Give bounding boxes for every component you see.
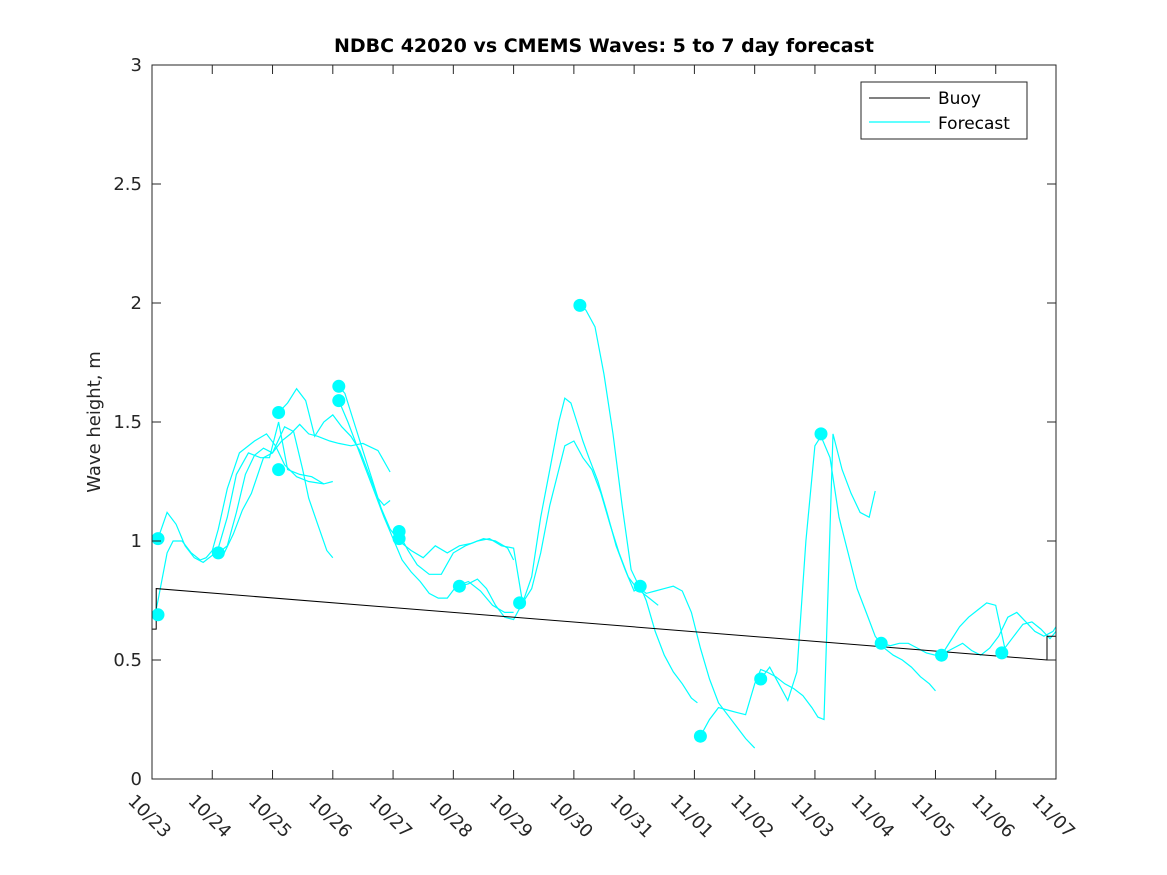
- marker-layer: [151, 298, 1009, 743]
- plot-area-background: [152, 65, 1056, 779]
- y-tick-label-4: 2: [131, 293, 142, 314]
- forecast-line-0: [154, 433, 324, 615]
- y-tick-label-2: 1: [131, 531, 142, 552]
- forecast-marker-10: [513, 596, 527, 610]
- forecast-line-14: [940, 602, 1057, 656]
- forecast-marker-1: [151, 532, 165, 546]
- legend-box: [860, 81, 1028, 140]
- forecast-line-13: [881, 611, 1057, 656]
- forecast-line-1: [157, 421, 333, 564]
- legend-buoy-label: Buoy: [938, 89, 981, 109]
- forecast-marker-13: [693, 729, 707, 743]
- forecast-marker-5: [332, 394, 346, 408]
- forecast-marker-2: [211, 546, 225, 560]
- legend-forecast-label: Forecast: [938, 114, 1010, 134]
- forecast-line-2: [218, 423, 391, 554]
- forecast-line-4: [217, 425, 334, 559]
- forecast-marker-11: [573, 298, 587, 312]
- forecast-marker-17: [935, 648, 948, 662]
- y-tick-label-1: 0.5: [113, 650, 142, 671]
- y-tick-label-0: 0: [131, 769, 142, 790]
- forecast-marker-14: [754, 672, 768, 686]
- forecast-marker-6: [332, 379, 346, 393]
- y-tick-label-3: 1.5: [113, 412, 142, 433]
- forecast-line-5: [338, 400, 514, 614]
- y-axis: 0 0.5 1 1.5 2 2.5 3: [113, 55, 1056, 790]
- forecast-marker-18: [995, 646, 1009, 660]
- forecast-line-8: [459, 397, 644, 621]
- forecast-line-12: [760, 435, 936, 703]
- buoy-line: [152, 588, 1056, 661]
- forecast-marker-12: [633, 579, 647, 593]
- forecast-marker-3: [272, 463, 286, 477]
- y-axis-label: Wave height, m: [84, 351, 105, 492]
- forecast-marker-15: [814, 427, 828, 441]
- forecast-marker-0: [151, 608, 165, 622]
- forecast-marker-9: [452, 579, 466, 593]
- y-tick-label-6: 3: [131, 55, 142, 76]
- forecast-marker-16: [874, 636, 888, 650]
- forecast-line-9: [579, 304, 756, 749]
- forecast-marker-4: [272, 406, 286, 419]
- forecast-line-11: [699, 433, 876, 737]
- legend: Buoy Forecast: [860, 81, 1028, 140]
- series-layer: [152, 304, 1057, 749]
- y-tick-label-5: 2.5: [113, 174, 142, 195]
- chart-title: NDBC 42020 vs CMEMS Waves: 5 to 7 day fo…: [334, 35, 874, 57]
- forecast-line-10: [639, 585, 698, 704]
- forecast-marker-8: [392, 525, 406, 538]
